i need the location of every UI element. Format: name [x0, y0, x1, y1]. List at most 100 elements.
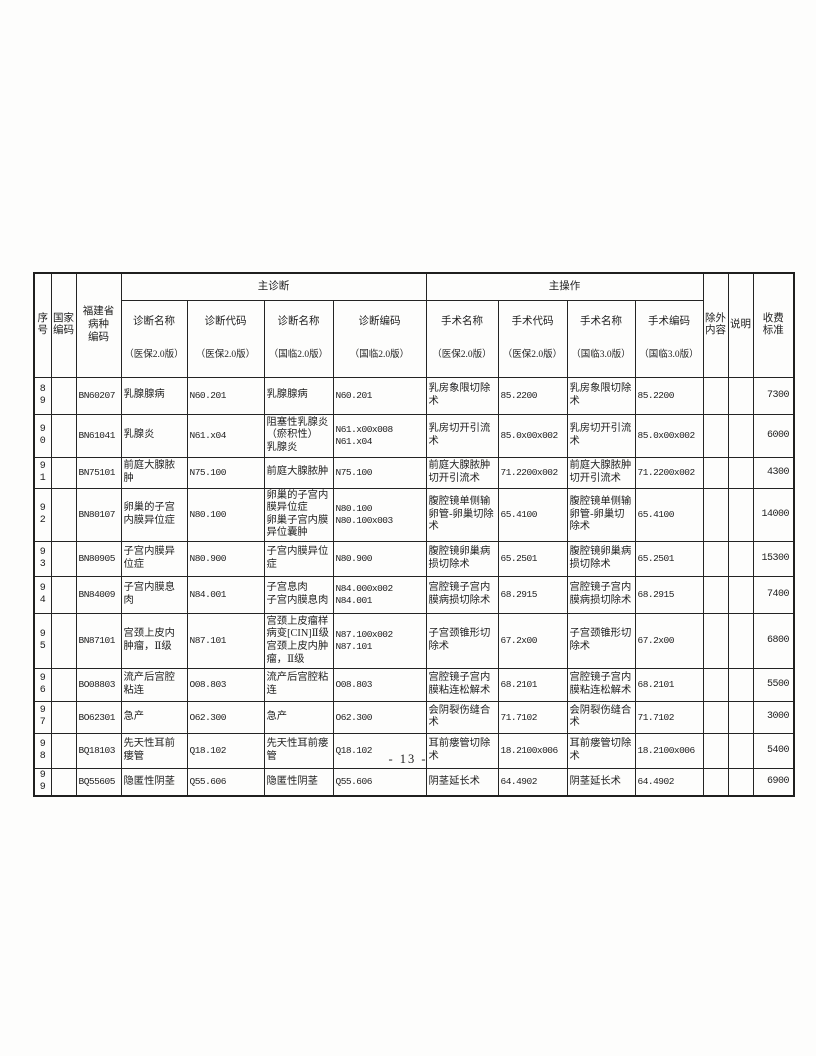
cell-note [727, 612, 754, 669]
cell-national-code [50, 700, 77, 734]
cell-dx-name-yibao: 子宫内膜息肉 [120, 575, 188, 614]
cell-dx-code-guolin: N87.100x002 N87.101 [332, 612, 427, 669]
cell-op-code-guolin: 68.2915 [634, 575, 704, 614]
cell-dx-name-yibao: 急产 [120, 700, 188, 734]
col-header-op-name-yibao: 手术名称 （医保2.0版） [425, 300, 499, 378]
cell-dx-code-yibao: N80.900 [186, 540, 265, 577]
cell-dx-name-guolin: 子宫息肉 子宫内膜息肉 [263, 575, 334, 614]
cell-op-code-yibao: 85.0x00x002 [497, 413, 568, 458]
col-header-op-name-guolin: 手术名称 （国临3.0版） [566, 300, 636, 378]
header-version: （医保2.0版） [124, 350, 184, 361]
header-version: （医保2.0版） [432, 350, 492, 361]
cell-op-name-yibao: 乳房切开引流术 [425, 413, 499, 458]
col-header-note: 说明 [727, 272, 754, 378]
cell-op-code-guolin: 71.7102 [634, 700, 704, 734]
cell-note [727, 413, 754, 458]
header-label: 诊断名称 [277, 315, 320, 327]
cell-seq: 95 [33, 612, 52, 669]
cell-op-name-yibao: 会阴裂伤缝合术 [425, 700, 499, 734]
cell-dx-code-yibao: N80.100 [186, 487, 265, 542]
cell-exclusion [702, 540, 729, 577]
cell-fee: 7400 [752, 575, 795, 614]
table-row: 96 BO08803 流产后宫腔粘连 O08.803 流产后宫腔粘连 O08.8… [33, 667, 795, 702]
table-row: 99 BQ55605 隐匿性阴茎 Q55.606 隐匿性阴茎 Q55.606 阴… [33, 767, 795, 797]
cell-fee: 6900 [752, 767, 795, 797]
cell-dx-code-guolin: N84.000x002 N84.001 [332, 575, 427, 614]
header-version: （医保2.0版） [502, 350, 563, 361]
cell-op-code-guolin: 18.2100x006 [634, 732, 704, 769]
cell-note [727, 700, 754, 734]
cell-fee: 6000 [752, 413, 795, 458]
cell-op-code-guolin: 68.2101 [634, 667, 704, 702]
cell-seq: 96 [33, 667, 52, 702]
col-header-op-code-yibao: 手术代码 （医保2.0版） [497, 300, 568, 378]
header-version: （国临2.0版） [268, 350, 329, 361]
cell-dx-code-guolin: N61.x00x008 N61.x04 [332, 413, 427, 458]
cell-dx-name-yibao: 卵巢的子宫内膜异位症 [120, 487, 188, 542]
cell-dx-name-yibao: 乳腺腺病 [120, 376, 188, 415]
cell-op-code-yibao: 65.2501 [497, 540, 568, 577]
cell-seq: 99 [33, 767, 52, 797]
cell-dx-name-yibao: 先天性耳前瘘管 [120, 732, 188, 769]
col-header-fee: 收费 标准 [752, 272, 795, 378]
cell-fujian-code: BN84009 [75, 575, 122, 614]
cell-op-name-yibao: 宫腔镜子宫内膜粘连松解术 [425, 667, 499, 702]
cell-op-code-yibao: 67.2x00 [497, 612, 568, 669]
cell-op-name-guolin: 前庭大腺脓肿切开引流术 [566, 456, 636, 489]
table-row: 89 BN60207 乳腺腺病 N60.201 乳腺腺病 N60.201 乳房象… [33, 376, 795, 415]
cell-op-code-yibao: 65.4100 [497, 487, 568, 542]
cell-dx-code-yibao: N60.201 [186, 376, 265, 415]
cell-op-code-guolin: 85.0x00x002 [634, 413, 704, 458]
group-header-main-operation: 主操作 [425, 272, 704, 301]
cell-op-code-yibao: 68.2101 [497, 667, 568, 702]
table-row: 90 BN61041 乳腺炎 N61.x04 阻塞性乳腺炎 （瘀积性） 乳腺炎 … [33, 413, 795, 458]
cell-note [727, 667, 754, 702]
col-header-fujian-code: 福建省 病种 编码 [75, 272, 122, 378]
cell-dx-code-yibao: N75.100 [186, 456, 265, 489]
cell-fee: 3000 [752, 700, 795, 734]
cell-note [727, 376, 754, 415]
cell-op-code-yibao: 85.2200 [497, 376, 568, 415]
cell-dx-code-guolin: Q55.606 [332, 767, 427, 797]
cell-fujian-code: BN87101 [75, 612, 122, 669]
header-version: （国临3.0版） [571, 350, 631, 361]
cell-op-code-yibao: 18.2100x006 [497, 732, 568, 769]
table-row: 93 BN80905 子宫内膜异位症 N80.900 子宫内膜异位症 N80.9… [33, 540, 795, 577]
table-body: 89 BN60207 乳腺腺病 N60.201 乳腺腺病 N60.201 乳房象… [33, 376, 795, 797]
cell-national-code [50, 667, 77, 702]
cell-exclusion [702, 376, 729, 415]
table-row: 95 BN87101 宫颈上皮内肿瘤，Ⅱ级 N87.101 宫颈上皮瘤样病变[C… [33, 612, 795, 669]
cell-fujian-code: BN61041 [75, 413, 122, 458]
cell-national-code [50, 487, 77, 542]
cell-op-code-yibao: 68.2915 [497, 575, 568, 614]
cell-op-code-guolin: 65.2501 [634, 540, 704, 577]
cell-seq: 92 [33, 487, 52, 542]
cell-dx-code-yibao: O62.300 [186, 700, 265, 734]
cell-op-code-guolin: 65.4100 [634, 487, 704, 542]
header-label: 手术代码 [511, 315, 554, 327]
table-row: 94 BN84009 子宫内膜息肉 N84.001 子宫息肉 子宫内膜息肉 N8… [33, 575, 795, 614]
cell-national-code [50, 575, 77, 614]
cell-op-name-yibao: 前庭大腺脓肿切开引流术 [425, 456, 499, 489]
cell-fee: 5500 [752, 667, 795, 702]
cell-fujian-code: BQ18103 [75, 732, 122, 769]
cell-fee: 6800 [752, 612, 795, 669]
cell-dx-name-yibao: 隐匿性阴茎 [120, 767, 188, 797]
cell-national-code [50, 767, 77, 797]
cell-dx-name-yibao: 乳腺炎 [120, 413, 188, 458]
cell-national-code [50, 376, 77, 415]
col-header-dx-code-yibao: 诊断代码 （医保2.0版） [186, 300, 265, 378]
header-label: 诊断编码 [358, 315, 401, 327]
cell-note [727, 575, 754, 614]
cell-dx-code-guolin: N80.900 [332, 540, 427, 577]
cell-exclusion [702, 732, 729, 769]
cell-op-name-yibao: 子宫颈锥形切除术 [425, 612, 499, 669]
cell-national-code [50, 540, 77, 577]
cell-dx-name-guolin: 流产后宫腔粘连 [263, 667, 334, 702]
cell-op-name-guolin: 会阴裂伤缝合术 [566, 700, 636, 734]
table-row: 97 BO62301 急产 O62.300 急产 O62.300 会阴裂伤缝合术… [33, 700, 795, 734]
table-row: 98 BQ18103 先天性耳前瘘管 Q18.102 先天性耳前瘘管 Q18.1… [33, 732, 795, 769]
cell-op-name-yibao: 宫腔镜子宫内膜病损切除术 [425, 575, 499, 614]
cell-op-name-yibao: 阴茎延长术 [425, 767, 499, 797]
cell-fujian-code: BN60207 [75, 376, 122, 415]
